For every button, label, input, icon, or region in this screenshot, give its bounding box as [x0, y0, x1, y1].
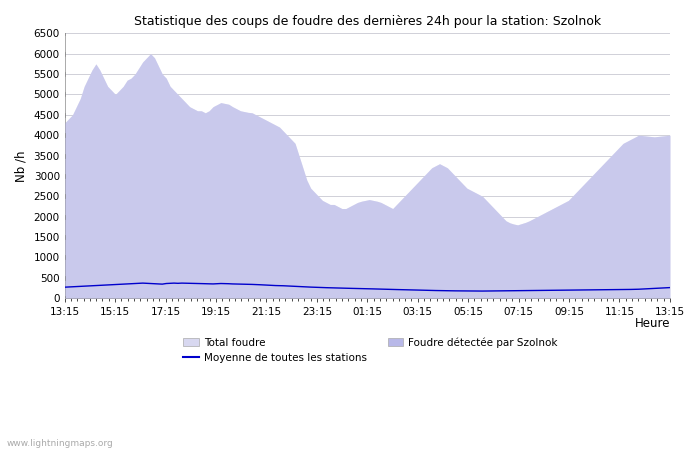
Y-axis label: Nb /h: Nb /h: [15, 150, 28, 181]
Legend: Total foudre, Moyenne de toutes les stations, Foudre détectée par Szolnok: Total foudre, Moyenne de toutes les stat…: [178, 333, 562, 367]
Text: www.lightningmaps.org: www.lightningmaps.org: [7, 439, 113, 448]
Text: Heure: Heure: [634, 317, 670, 330]
Title: Statistique des coups de foudre des dernières 24h pour la station: Szolnok: Statistique des coups de foudre des dern…: [134, 15, 601, 28]
